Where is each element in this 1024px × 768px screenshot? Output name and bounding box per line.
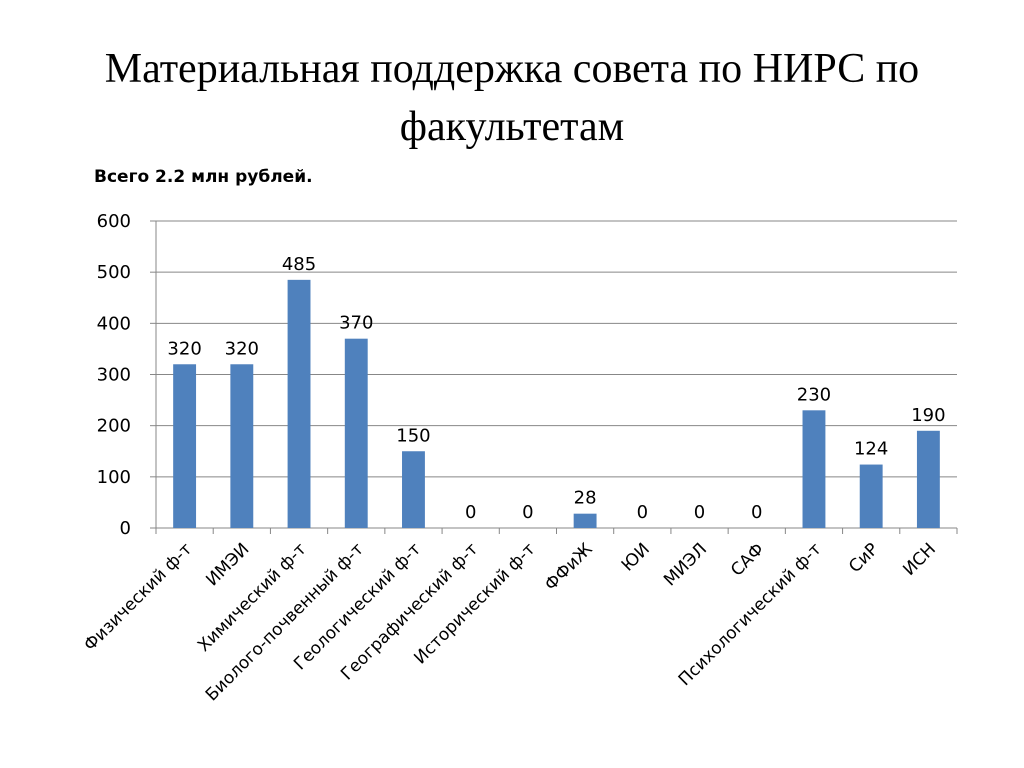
bar bbox=[916, 430, 940, 528]
data-label: 485 bbox=[282, 254, 316, 275]
y-tick-label: 500 bbox=[97, 262, 131, 283]
data-label: 0 bbox=[694, 502, 705, 523]
data-label: 0 bbox=[522, 502, 533, 523]
category-label: ФФиЖ bbox=[541, 539, 597, 595]
bar bbox=[230, 364, 254, 528]
y-tick-label: 400 bbox=[97, 313, 131, 334]
bar bbox=[402, 451, 425, 528]
y-tick-label: 600 bbox=[97, 211, 131, 232]
category-label: ИСН bbox=[899, 539, 940, 580]
data-label: 370 bbox=[339, 313, 373, 334]
data-label: 124 bbox=[854, 439, 888, 460]
category-label: СиР bbox=[845, 539, 883, 577]
category-label: МИЭЛ bbox=[660, 539, 711, 590]
y-tick-label: 100 bbox=[97, 467, 131, 488]
data-label: 0 bbox=[637, 502, 648, 523]
bar bbox=[573, 513, 597, 528]
category-label: Физический ф-т bbox=[80, 539, 196, 655]
y-tick-label: 200 bbox=[97, 416, 131, 437]
data-label: 28 bbox=[574, 488, 597, 509]
bar bbox=[859, 464, 883, 528]
data-label: 0 bbox=[465, 502, 476, 523]
y-tick-label: 300 bbox=[97, 365, 131, 386]
data-label: 230 bbox=[797, 384, 831, 405]
data-label: 0 bbox=[751, 502, 762, 523]
category-label: ИМЭИ bbox=[202, 539, 253, 590]
category-label: САФ bbox=[727, 539, 768, 580]
bar bbox=[802, 410, 826, 528]
bar bbox=[344, 338, 368, 528]
bar bbox=[173, 364, 197, 528]
y-tick-label: 0 bbox=[120, 518, 131, 539]
data-label: 150 bbox=[396, 425, 430, 446]
slide-title: Материальная поддержка совета по НИРС по… bbox=[104, 46, 920, 150]
category-label: Химический ф-т bbox=[194, 539, 311, 656]
chart-subtitle: Всего 2.2 млн рублей. bbox=[94, 167, 313, 187]
data-label: 320 bbox=[167, 338, 201, 359]
data-label: 190 bbox=[911, 405, 945, 426]
bar bbox=[287, 279, 311, 528]
category-label: ЮИ bbox=[618, 539, 654, 575]
data-label: 320 bbox=[225, 338, 259, 359]
